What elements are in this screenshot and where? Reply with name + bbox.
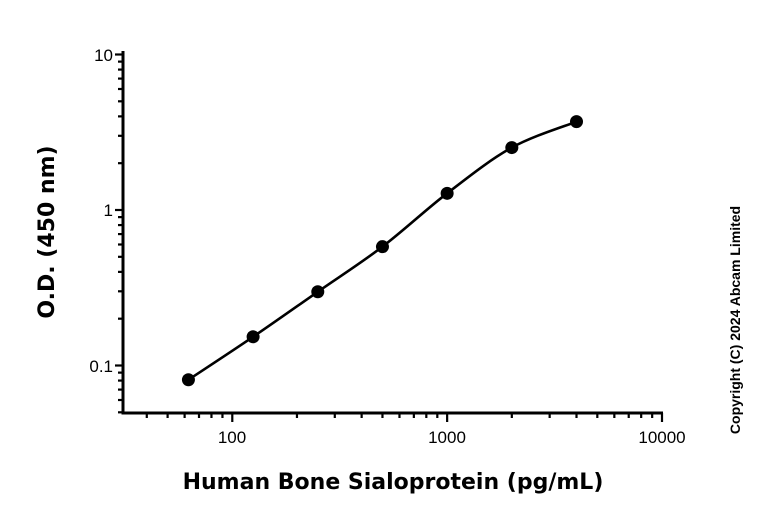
y-axis: [115, 51, 125, 415]
data-point: [440, 186, 454, 200]
data-point: [311, 285, 325, 299]
data-points: [181, 115, 583, 387]
y-tick-label-10: 10: [94, 46, 113, 65]
y-tick-label-1: 1: [104, 201, 113, 220]
y-axis-title: O.D. (450 nm): [35, 145, 60, 318]
x-tick-labels: 100 1000 10000: [218, 428, 686, 447]
x-tick-label-10000: 10000: [638, 428, 685, 447]
copyright-notice: Copyright (C) 2024 Abcam Limited: [727, 206, 743, 434]
data-point: [181, 373, 195, 387]
data-point: [505, 141, 519, 155]
y-tick-label-0.1: 0.1: [89, 357, 113, 376]
y-tick-labels: 0.1 1 10: [89, 46, 113, 376]
data-point: [246, 330, 260, 344]
x-axis: [121, 411, 664, 422]
x-tick-label-100: 100: [218, 428, 246, 447]
x-axis-title: Human Bone Sialoprotein (pg/mL): [183, 470, 604, 495]
data-point: [569, 115, 583, 129]
data-point: [375, 240, 389, 254]
x-tick-label-1000: 1000: [428, 428, 466, 447]
